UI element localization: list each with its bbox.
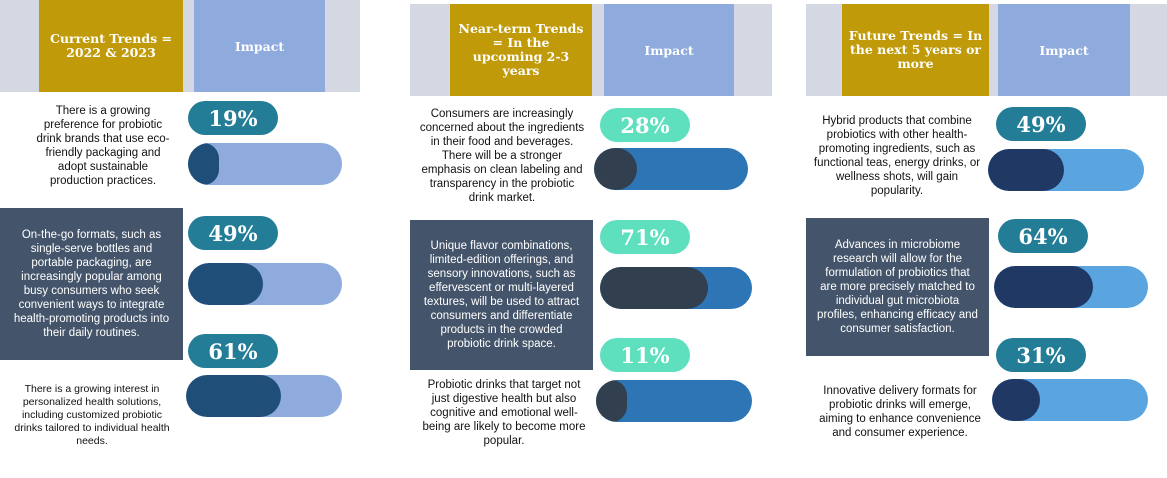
percent-pill: 19%	[188, 101, 278, 135]
impact-bar-fill	[600, 267, 708, 309]
trend-text: Innovative delivery formats for probioti…	[819, 385, 981, 439]
impact-bar-fill	[596, 380, 628, 422]
percent-pill: 71%	[600, 220, 690, 254]
impact-bar-fill	[594, 148, 638, 190]
trend-text-highlighted: Unique flavor combinations, limited-edit…	[410, 220, 593, 370]
percent-pill: 61%	[188, 334, 278, 368]
impact-header: Impact	[194, 0, 325, 92]
column-current-trends: Current Trends = 2022 & 2023 Impact Ther…	[0, 0, 360, 463]
percent-pill: 49%	[996, 107, 1086, 141]
trend-text: Consumers are increasingly concerned abo…	[419, 108, 585, 204]
trend-text: Hybrid products that combine probiotics …	[813, 115, 981, 197]
impact-bar	[600, 267, 752, 309]
impact-bar	[594, 148, 748, 190]
impact-bar-fill	[988, 149, 1065, 191]
impact-bar	[188, 263, 342, 305]
percent-pill: 64%	[998, 219, 1088, 253]
column-future-trends: Future Trends = In the next 5 years or m…	[806, 0, 1167, 463]
impact-header: Impact	[998, 4, 1130, 96]
percent-pill: 11%	[600, 338, 690, 372]
column-header: Current Trends = 2022 & 2023	[39, 0, 183, 92]
trend-text: There is a growing preference for probio…	[36, 105, 170, 187]
impact-header: Impact	[604, 4, 734, 96]
column-near-term-trends: Near-term Trends = In the upcoming 2-3 y…	[410, 0, 772, 463]
trend-text: Probiotic drinks that target not just di…	[422, 379, 586, 447]
impact-bar	[988, 149, 1144, 191]
impact-bar-fill	[186, 375, 282, 417]
impact-bar	[186, 375, 342, 417]
percent-pill: 31%	[996, 338, 1086, 372]
impact-bar-fill	[994, 266, 1093, 308]
trend-text-highlighted: Advances in microbiome research will all…	[806, 218, 989, 356]
impact-bar-fill	[992, 379, 1041, 421]
percent-pill: 49%	[188, 216, 278, 250]
trend-text-highlighted: On-the-go formats, such as single-serve …	[0, 208, 183, 360]
column-header: Near-term Trends = In the upcoming 2-3 y…	[450, 4, 592, 96]
impact-bar	[992, 379, 1148, 421]
impact-bar	[994, 266, 1148, 308]
impact-bar-fill	[188, 263, 264, 305]
impact-bar	[188, 143, 342, 185]
column-header: Future Trends = In the next 5 years or m…	[842, 4, 989, 96]
percent-pill: 28%	[600, 108, 690, 142]
trend-text: There is a growing interest in personali…	[14, 382, 170, 447]
impact-bar	[596, 380, 752, 422]
impact-bar-fill	[188, 143, 219, 185]
